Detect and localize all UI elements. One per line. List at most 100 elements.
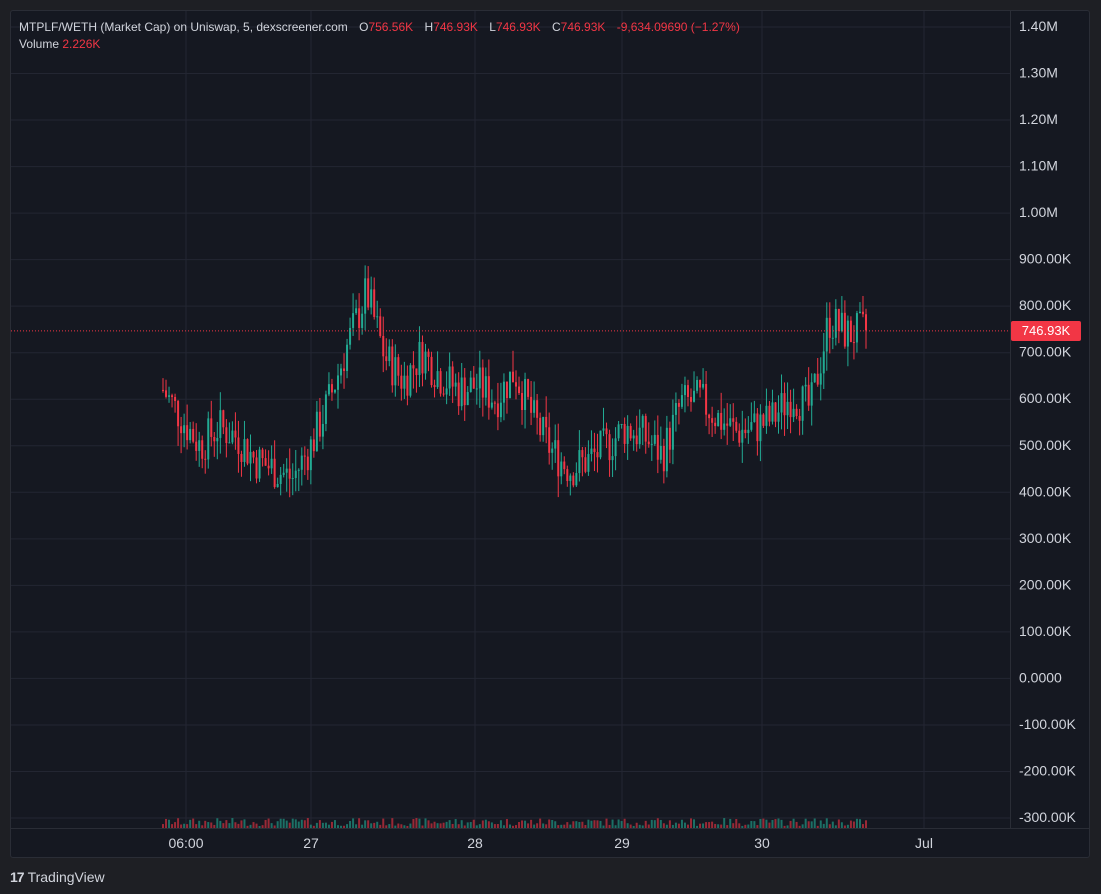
legend-close: 746.93K — [560, 20, 606, 34]
candle-body — [255, 457, 258, 479]
volume-bar — [349, 820, 352, 828]
volume-bar — [436, 823, 439, 828]
legend-open-label: O — [359, 20, 369, 34]
volume-bar — [671, 824, 674, 828]
candle-body — [542, 416, 545, 436]
volume-bar — [415, 818, 418, 828]
volume-bar — [210, 822, 213, 828]
candle-body — [587, 454, 590, 472]
candle-body — [340, 368, 343, 376]
volume-bar — [768, 822, 771, 828]
candle-body — [258, 449, 261, 479]
candle-body — [641, 416, 644, 428]
candle-body — [530, 396, 533, 413]
candle-body — [192, 428, 195, 442]
time-axis[interactable]: 06:00 27 28 29 30 Jul — [11, 828, 1089, 858]
tradingview-logo-icon: 17 — [10, 869, 25, 885]
candle-body — [291, 478, 294, 480]
volume-bar — [457, 824, 460, 828]
volume-bar — [747, 824, 750, 828]
candle-body — [180, 426, 183, 434]
volume-bar — [309, 824, 312, 828]
candle-body — [557, 440, 560, 477]
volume-bar — [581, 821, 584, 828]
volume-bar — [668, 820, 671, 828]
volume-bar — [376, 821, 379, 828]
volume-bar — [469, 822, 472, 828]
candle-body — [448, 366, 451, 389]
volume-bar — [846, 824, 849, 828]
volume-bar — [243, 819, 246, 828]
y-tick-label: 700.00K — [1019, 344, 1072, 360]
volume-bar — [321, 822, 324, 828]
volume-bar — [650, 819, 653, 828]
candle-body — [828, 317, 831, 338]
candle-body — [846, 320, 849, 347]
x-tick-label: 06:00 — [168, 835, 203, 851]
volume-bar — [813, 818, 816, 828]
candle-body — [207, 418, 210, 460]
candle-body — [370, 289, 373, 308]
candle-body — [276, 484, 279, 488]
candle-body — [650, 443, 653, 445]
volume-bar — [352, 818, 355, 828]
x-tick-label: 29 — [614, 835, 630, 851]
volume-bar — [590, 820, 593, 828]
candle-body — [581, 450, 584, 458]
volume-bar — [180, 824, 183, 828]
volume-bar — [340, 825, 343, 828]
volume-bar — [264, 819, 267, 828]
volume-bar — [379, 824, 382, 828]
candle-body — [469, 377, 472, 393]
candle-body — [487, 376, 490, 408]
volume-bar — [560, 824, 563, 828]
candle-body — [807, 384, 810, 406]
volume-bar — [680, 819, 683, 828]
volume-bar — [409, 823, 412, 828]
candle-body — [309, 439, 312, 471]
volume-bar — [644, 820, 647, 828]
candle-body — [563, 461, 566, 470]
volume-bar — [502, 825, 505, 828]
volume-bar — [394, 825, 397, 828]
candle-body — [753, 413, 756, 423]
candle-body — [421, 341, 424, 374]
volume-bar — [599, 820, 602, 828]
volume-bar — [521, 820, 524, 828]
candle-body — [463, 377, 466, 406]
legend-symbol: MTPLF/WETH (Market Cap) on Uniswap, 5, d… — [19, 20, 348, 34]
candle-body — [849, 320, 852, 343]
current-price-tag: 746.93K — [1011, 321, 1081, 341]
y-tick-label: 1.00M — [1019, 204, 1058, 220]
volume-bar — [228, 823, 231, 828]
candle-body — [460, 377, 463, 407]
candle-body — [674, 403, 677, 415]
volume-bar — [454, 819, 457, 828]
candle-body — [708, 414, 711, 419]
price-pane[interactable]: MTPLF/WETH (Market Cap) on Uniswap, 5, d… — [11, 11, 1010, 828]
volume-bar — [204, 820, 207, 828]
candle-body — [177, 400, 180, 427]
volume-bar — [714, 823, 717, 828]
candle-body — [406, 375, 409, 396]
volume-bar — [575, 821, 578, 828]
candle-body — [683, 385, 686, 396]
candle-body — [424, 351, 427, 374]
volume-bar — [234, 822, 237, 828]
candle-body — [759, 414, 762, 442]
candle-body — [213, 436, 216, 442]
volume-bar — [165, 818, 168, 828]
volume-bar — [511, 825, 514, 828]
candle-body — [813, 373, 816, 383]
candle-body — [198, 440, 201, 451]
volume-bar — [683, 822, 686, 828]
candle-body — [659, 445, 662, 460]
volume-bar — [647, 824, 650, 828]
volume-bar — [518, 822, 521, 828]
volume-bar — [273, 825, 276, 828]
price-axis[interactable]: 1.40M 1.30M 1.20M 1.10M 1.00M 900.00K 800.00K 7… — [1010, 11, 1090, 828]
brand-label[interactable]: TradingView — [27, 869, 105, 885]
candle-body — [750, 422, 753, 430]
candle-body — [527, 379, 530, 397]
y-tick-label: 200.00K — [1019, 576, 1072, 592]
